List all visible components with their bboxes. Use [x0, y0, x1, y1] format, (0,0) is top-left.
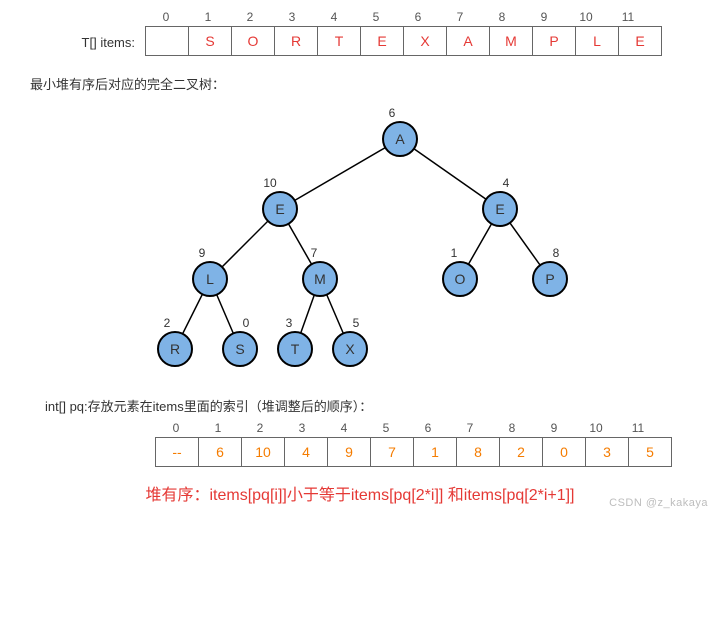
items-array-label: T[] items:: [15, 35, 145, 56]
pq-index: 6: [407, 421, 449, 437]
pq-cell: 5: [628, 437, 672, 467]
pq-cell: --: [155, 437, 199, 467]
pq-index: 8: [491, 421, 533, 437]
tree-node: S: [222, 331, 258, 367]
pq-title: int[] pq:存放元素在items里面的索引（堆调整后的顺序）：: [45, 396, 705, 415]
items-index: 4: [313, 10, 355, 26]
pq-cell: 9: [327, 437, 371, 467]
pq-cell: 1: [413, 437, 457, 467]
pq-index: 7: [449, 421, 491, 437]
items-cell: X: [403, 26, 447, 56]
items-index: 0: [145, 10, 187, 26]
pq-cell: 8: [456, 437, 500, 467]
items-cell: E: [618, 26, 662, 56]
pq-index: 4: [323, 421, 365, 437]
items-index: 7: [439, 10, 481, 26]
tree-node-index: 3: [286, 316, 293, 330]
tree-node-index: 5: [353, 316, 360, 330]
pq-index: 3: [281, 421, 323, 437]
items-index: 3: [271, 10, 313, 26]
tree-node: P: [532, 261, 568, 297]
pq-cell: 3: [585, 437, 629, 467]
pq-index: 5: [365, 421, 407, 437]
items-index: 9: [523, 10, 565, 26]
tree-title: 最小堆有序后对应的完全二叉树：: [30, 74, 705, 93]
items-index: 11: [607, 10, 649, 26]
tree-node: E: [262, 191, 298, 227]
tree-node: R: [157, 331, 193, 367]
tree-node-index: 4: [503, 176, 510, 190]
items-index: 10: [565, 10, 607, 26]
tree-node: A: [382, 121, 418, 157]
tree-node: M: [302, 261, 338, 297]
items-cell: S: [188, 26, 232, 56]
pq-cell: 0: [542, 437, 586, 467]
pq-cell: 10: [241, 437, 285, 467]
tree-node-index: 9: [199, 246, 206, 260]
pq-cell: 7: [370, 437, 414, 467]
tree-node-index: 6: [389, 106, 396, 120]
pq-index: 11: [617, 421, 659, 437]
pq-cell: 2: [499, 437, 543, 467]
items-cell: L: [575, 26, 619, 56]
items-index: 8: [481, 10, 523, 26]
tree-node: L: [192, 261, 228, 297]
items-cell: E: [360, 26, 404, 56]
items-cell: R: [274, 26, 318, 56]
items-index: 5: [355, 10, 397, 26]
pq-index: 10: [575, 421, 617, 437]
tree-node-index: 0: [243, 316, 250, 330]
items-cell: O: [231, 26, 275, 56]
tree-node-index: 1: [451, 246, 458, 260]
pq-array-grid: 01234567891011 --610497182035: [155, 421, 672, 467]
pq-index: 1: [197, 421, 239, 437]
items-index: 1: [187, 10, 229, 26]
items-index: 6: [397, 10, 439, 26]
items-index: 2: [229, 10, 271, 26]
tree-node-index: 7: [311, 246, 318, 260]
tree-node-index: 2: [164, 316, 171, 330]
pq-index: 0: [155, 421, 197, 437]
tree-node: E: [482, 191, 518, 227]
tree-node-index: 8: [553, 246, 560, 260]
tree-edge: [280, 139, 400, 209]
pq-index: 2: [239, 421, 281, 437]
tree-node: T: [277, 331, 313, 367]
items-array-grid: 01234567891011 SORTEXAMPLE: [145, 10, 662, 56]
items-cell: P: [532, 26, 576, 56]
pq-cell: 4: [284, 437, 328, 467]
items-cell: A: [446, 26, 490, 56]
heap-property-statement: 堆有序：items[pq[i]]小于等于items[pq[2*i]] 和item…: [15, 481, 705, 505]
tree-node: X: [332, 331, 368, 367]
items-array: T[] items: 01234567891011 SORTEXAMPLE: [15, 10, 705, 56]
pq-array: 01234567891011 --610497182035: [15, 421, 705, 467]
items-cell: [145, 26, 189, 56]
pq-cell: 6: [198, 437, 242, 467]
binary-tree: A6E10E4L9M7O1P8R2S0T3X5: [20, 99, 700, 384]
tree-node-index: 10: [263, 176, 276, 190]
tree-node: O: [442, 261, 478, 297]
watermark: CSDN @z_kakaya: [609, 497, 708, 509]
items-cell: M: [489, 26, 533, 56]
items-cell: T: [317, 26, 361, 56]
pq-index: 9: [533, 421, 575, 437]
